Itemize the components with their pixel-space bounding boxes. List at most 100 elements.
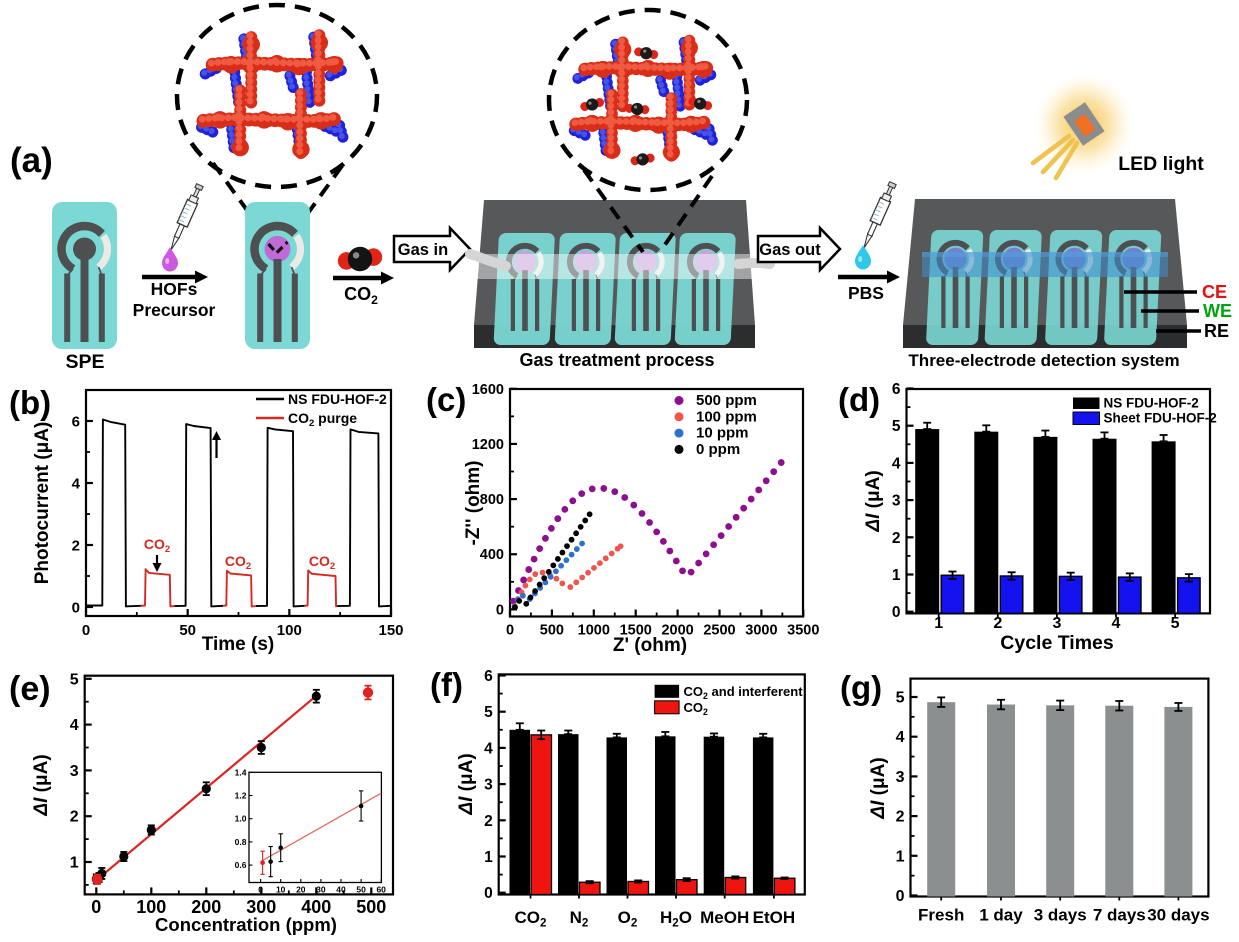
svg-text:3: 3 bbox=[70, 763, 79, 780]
svg-text:400: 400 bbox=[301, 897, 331, 917]
svg-text:0: 0 bbox=[72, 600, 80, 617]
svg-text:Concentration (ppm): Concentration (ppm) bbox=[155, 914, 337, 935]
svg-text:0.6: 0.6 bbox=[235, 860, 247, 870]
svg-text:Gas in: Gas in bbox=[398, 241, 448, 259]
svg-text:2: 2 bbox=[993, 615, 1002, 632]
svg-text:CO2: CO2 bbox=[344, 284, 378, 307]
svg-text:Three-electrode detection syst: Three-electrode detection system bbox=[908, 351, 1179, 370]
svg-text:ΔI (μA): ΔI (μA) bbox=[863, 470, 884, 532]
svg-text:1000: 1000 bbox=[578, 623, 610, 639]
svg-text:CO2: CO2 bbox=[144, 536, 170, 555]
svg-text:0: 0 bbox=[484, 885, 493, 902]
svg-text:2: 2 bbox=[70, 809, 79, 826]
svg-text:30 days: 30 days bbox=[1147, 906, 1209, 925]
svg-text:6: 6 bbox=[892, 381, 901, 398]
svg-text:4: 4 bbox=[484, 740, 493, 757]
svg-text:500: 500 bbox=[356, 897, 386, 917]
svg-text:50: 50 bbox=[179, 622, 196, 639]
svg-text:0: 0 bbox=[506, 623, 514, 639]
svg-text:0: 0 bbox=[91, 897, 101, 917]
svg-text:1500: 1500 bbox=[620, 623, 652, 639]
svg-text:3000: 3000 bbox=[745, 623, 777, 639]
svg-text:60: 60 bbox=[376, 885, 386, 895]
svg-text:CO2: CO2 bbox=[684, 700, 709, 717]
svg-text:1.4: 1.4 bbox=[235, 767, 247, 777]
svg-text:3: 3 bbox=[892, 493, 901, 510]
svg-text:(c): (c) bbox=[426, 381, 466, 418]
svg-text:N2: N2 bbox=[570, 908, 589, 930]
svg-text:EtOH: EtOH bbox=[753, 908, 796, 927]
svg-text:100 ppm: 100 ppm bbox=[696, 408, 757, 425]
svg-text:(b): (b) bbox=[9, 384, 51, 421]
svg-text:400: 400 bbox=[480, 547, 504, 563]
svg-text:7 days: 7 days bbox=[1093, 906, 1146, 925]
svg-text:0: 0 bbox=[896, 888, 905, 905]
svg-text:SPE: SPE bbox=[65, 351, 104, 373]
svg-text:3 days: 3 days bbox=[1034, 906, 1087, 925]
svg-text:2: 2 bbox=[72, 538, 80, 555]
svg-text:CE: CE bbox=[1202, 282, 1227, 302]
svg-text:(g): (g) bbox=[840, 669, 882, 706]
svg-text:1.0: 1.0 bbox=[235, 814, 247, 824]
svg-text:2000: 2000 bbox=[661, 623, 693, 639]
svg-text:CO2 and interferent: CO2 and interferent bbox=[684, 684, 804, 701]
svg-text:0: 0 bbox=[82, 622, 90, 639]
svg-text:2: 2 bbox=[484, 813, 493, 830]
svg-text:150: 150 bbox=[378, 622, 403, 639]
svg-text:5: 5 bbox=[70, 671, 79, 688]
svg-text:1600: 1600 bbox=[472, 382, 504, 398]
svg-text:1 day: 1 day bbox=[979, 906, 1023, 925]
svg-text:Gas treatment process: Gas treatment process bbox=[519, 350, 714, 370]
svg-text:PBS: PBS bbox=[848, 283, 884, 303]
svg-text:Sheet FDU-HOF-2: Sheet FDU-HOF-2 bbox=[1104, 410, 1217, 425]
svg-text:(e): (e) bbox=[9, 670, 51, 708]
svg-text:1200: 1200 bbox=[472, 437, 504, 453]
svg-text:CO2 purge: CO2 purge bbox=[288, 410, 357, 429]
svg-text:WE: WE bbox=[1203, 301, 1232, 321]
svg-text:500: 500 bbox=[540, 623, 564, 639]
svg-text:10 ppm: 10 ppm bbox=[696, 425, 749, 442]
svg-text:0 ppm: 0 ppm bbox=[696, 441, 740, 458]
svg-text:4: 4 bbox=[1112, 615, 1121, 632]
svg-text:4: 4 bbox=[892, 455, 901, 472]
svg-text:3500: 3500 bbox=[787, 623, 819, 639]
svg-text:5: 5 bbox=[892, 418, 901, 435]
svg-text:Precursor: Precursor bbox=[133, 300, 216, 320]
svg-text:3: 3 bbox=[1052, 615, 1061, 632]
svg-text:40: 40 bbox=[336, 885, 346, 895]
svg-text:6: 6 bbox=[484, 668, 493, 685]
svg-text:6: 6 bbox=[72, 414, 80, 431]
svg-text:Cycle Times: Cycle Times bbox=[1000, 632, 1114, 654]
svg-text:200: 200 bbox=[191, 897, 221, 917]
svg-text:(a): (a) bbox=[10, 141, 53, 180]
svg-text:0: 0 bbox=[496, 602, 504, 618]
svg-text:RE: RE bbox=[1204, 321, 1229, 341]
svg-text:ΔI (μA): ΔI (μA) bbox=[868, 757, 889, 819]
svg-text:800: 800 bbox=[480, 492, 504, 508]
svg-text:300: 300 bbox=[246, 897, 276, 917]
svg-text:5: 5 bbox=[1171, 615, 1180, 632]
svg-text:-Z'' (ohm): -Z'' (ohm) bbox=[463, 460, 484, 545]
svg-text:LED light: LED light bbox=[1118, 153, 1204, 175]
svg-text:4: 4 bbox=[70, 717, 79, 734]
svg-text:1: 1 bbox=[896, 848, 905, 865]
svg-text:0: 0 bbox=[892, 604, 901, 621]
svg-text:1: 1 bbox=[70, 855, 79, 872]
svg-text:2: 2 bbox=[896, 809, 905, 826]
svg-text:5: 5 bbox=[896, 690, 905, 707]
svg-text:1: 1 bbox=[892, 567, 901, 584]
svg-text:HOFs: HOFs bbox=[151, 279, 198, 299]
svg-text:Fresh: Fresh bbox=[918, 906, 964, 925]
svg-text:3: 3 bbox=[484, 777, 493, 794]
svg-text:ΔI (μA): ΔI (μA) bbox=[456, 753, 477, 815]
svg-text:Photocurrent (μA): Photocurrent (μA) bbox=[32, 422, 53, 585]
svg-text:NS FDU-HOF-2: NS FDU-HOF-2 bbox=[288, 391, 387, 407]
svg-text:1: 1 bbox=[484, 849, 493, 866]
svg-text:CO2: CO2 bbox=[515, 908, 547, 930]
svg-text:100: 100 bbox=[277, 622, 302, 639]
svg-text:50: 50 bbox=[356, 885, 366, 895]
svg-text:0: 0 bbox=[258, 885, 263, 895]
svg-text:1: 1 bbox=[934, 615, 943, 632]
svg-text:(d): (d) bbox=[838, 381, 880, 418]
svg-text:100: 100 bbox=[136, 897, 166, 917]
